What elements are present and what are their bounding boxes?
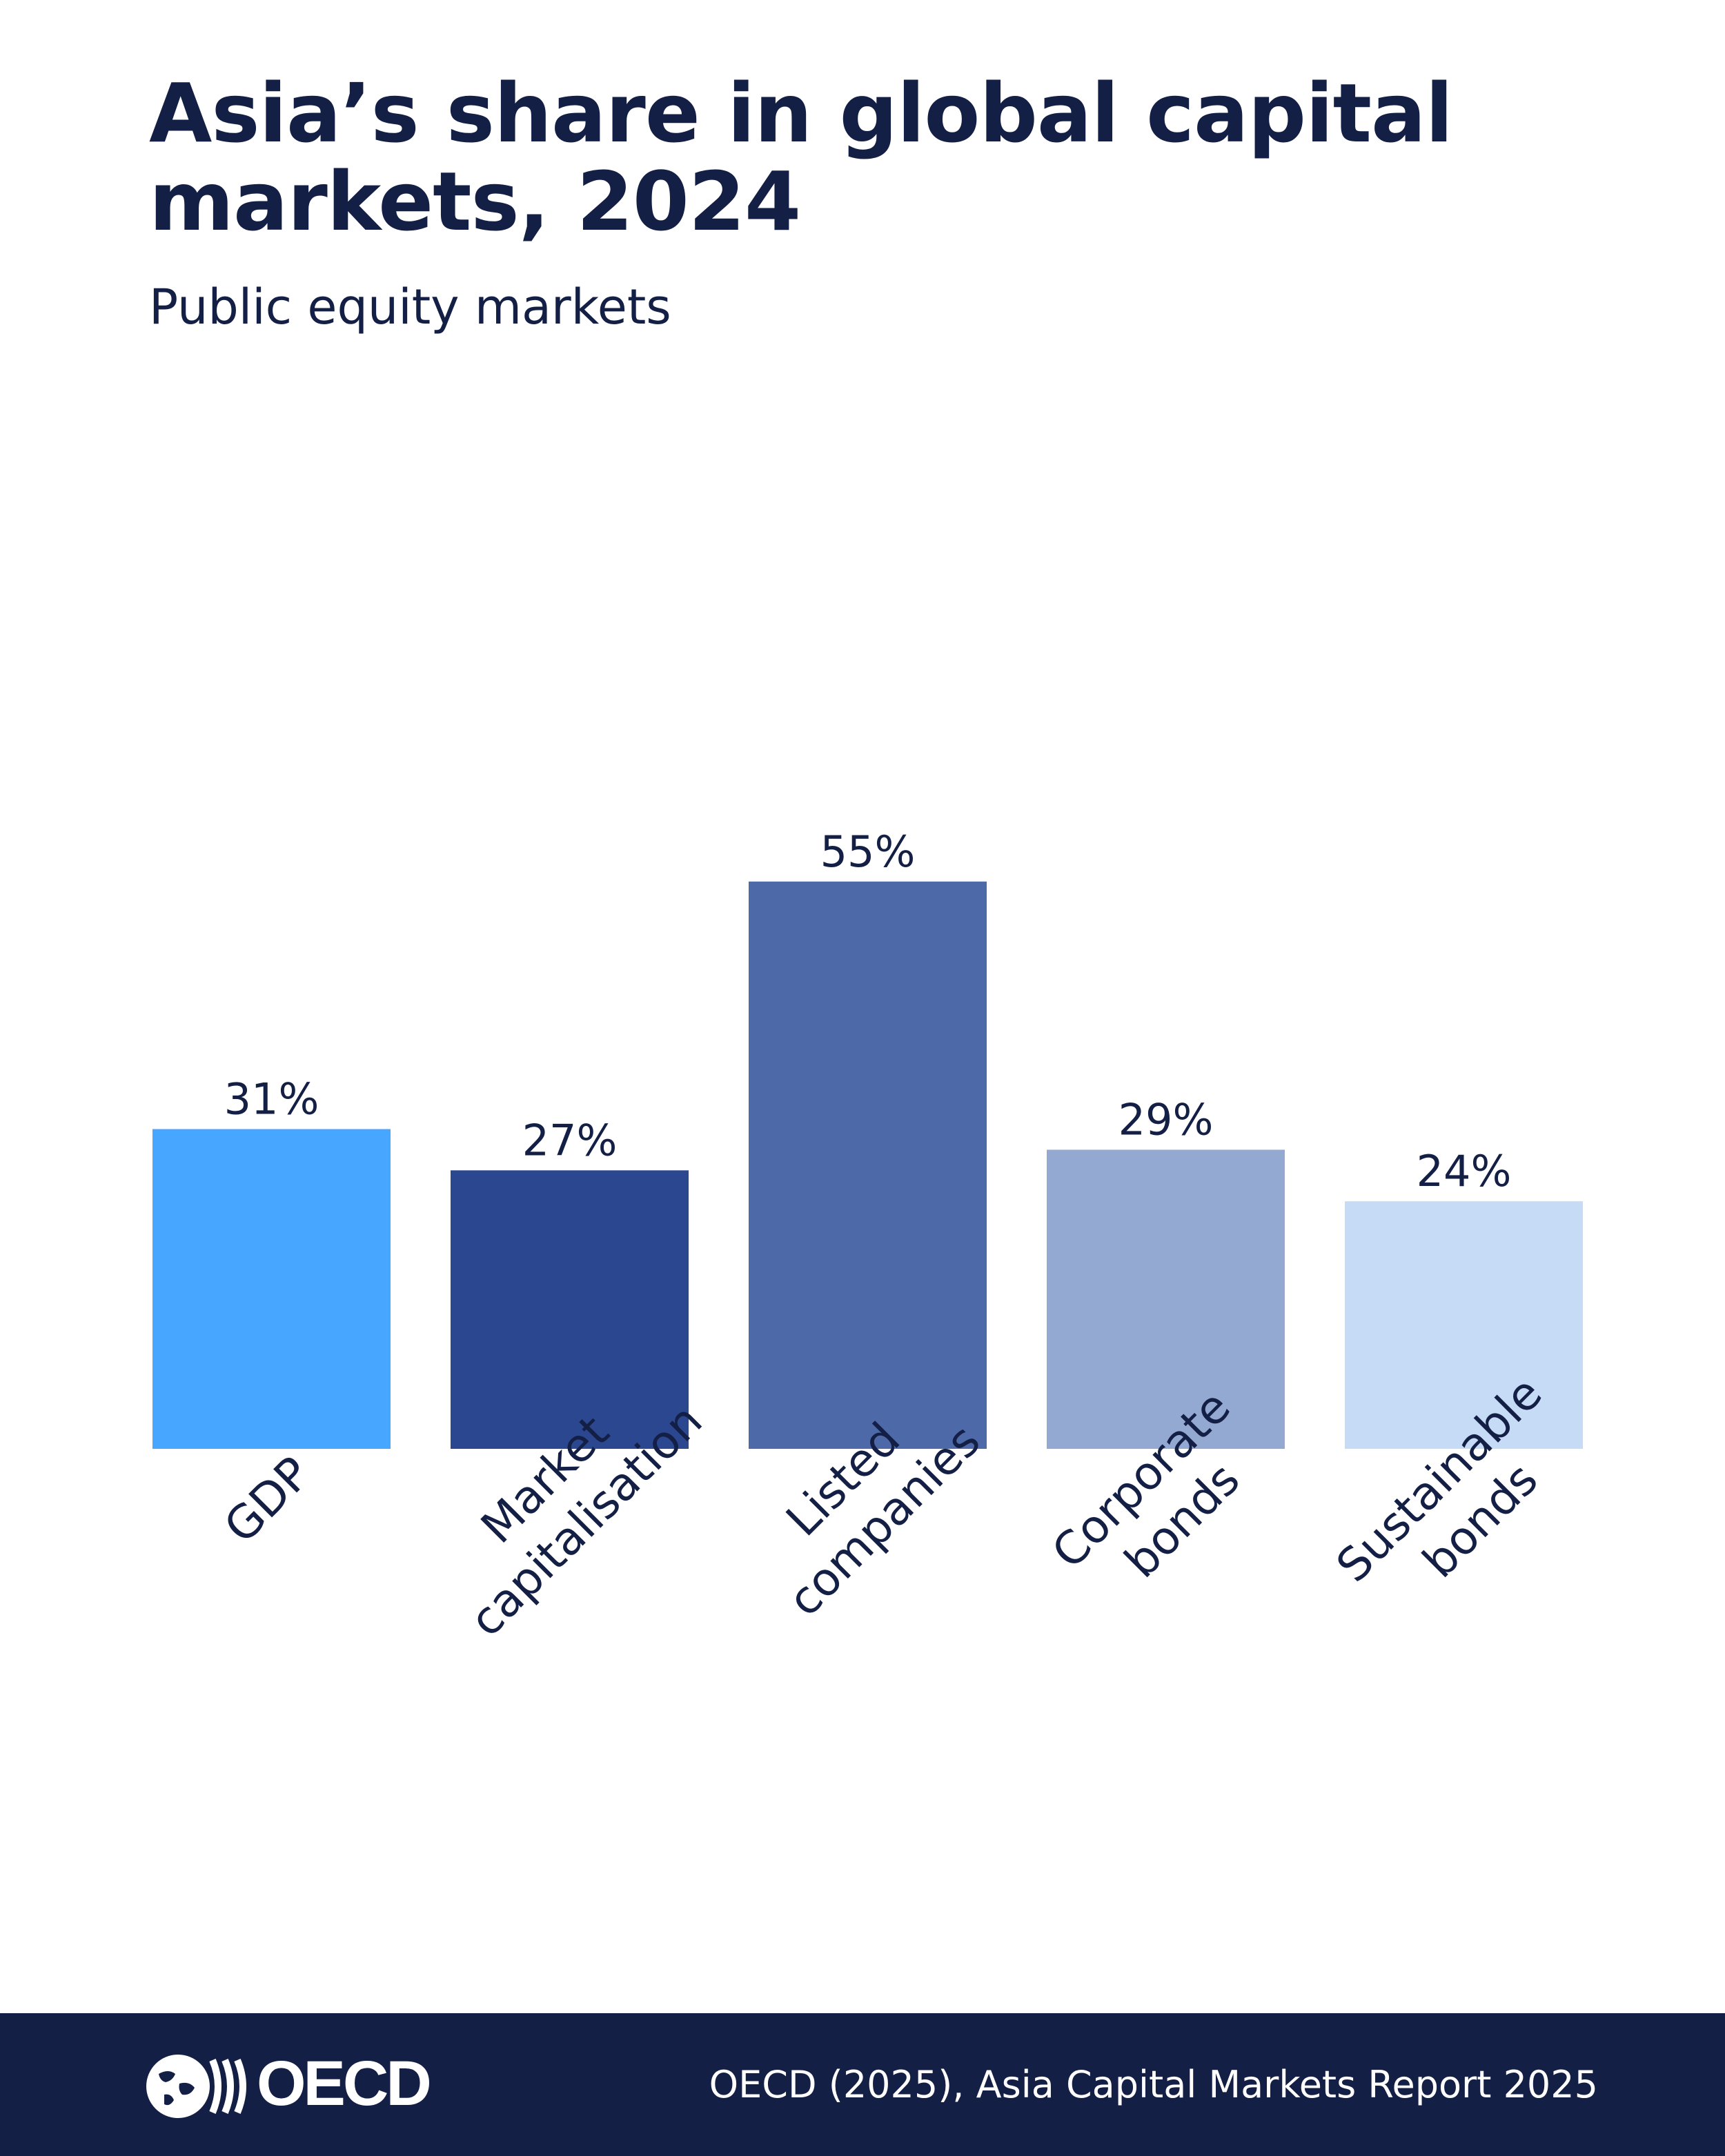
bar-listed-companies	[749, 881, 987, 1449]
bar-sustainable-bonds	[1345, 1201, 1583, 1449]
oecd-globe-icon	[146, 2055, 246, 2118]
bar-gdp	[152, 1129, 391, 1449]
chart-subtitle: Public equity markets	[149, 279, 671, 335]
chart-title: Asia’s share in global capital markets, …	[149, 66, 1453, 249]
bar-market-capitalisation	[451, 1170, 689, 1449]
value-label-gdp: 31%	[224, 1074, 319, 1125]
bar-corporate-bonds	[1047, 1149, 1285, 1449]
category-label-gdp: GDP	[214, 1447, 321, 1554]
value-label-sustainable-bonds: 24%	[1417, 1146, 1512, 1196]
source-citation: OECD (2025), Asia Capital Markets Report…	[709, 2063, 1598, 2106]
oecd-logo-text: OECD	[257, 2048, 432, 2119]
bar-chart: 31%GDP27%Marketcapitalisation55%Listedco…	[152, 827, 1583, 1647]
value-label-listed-companies: 55%	[820, 827, 916, 877]
value-label-corporate-bonds: 29%	[1118, 1094, 1214, 1145]
footer-bar: OECD OECD (2025), Asia Capital Markets R…	[0, 2013, 1725, 2156]
value-label-market-capitalisation: 27%	[522, 1115, 618, 1165]
